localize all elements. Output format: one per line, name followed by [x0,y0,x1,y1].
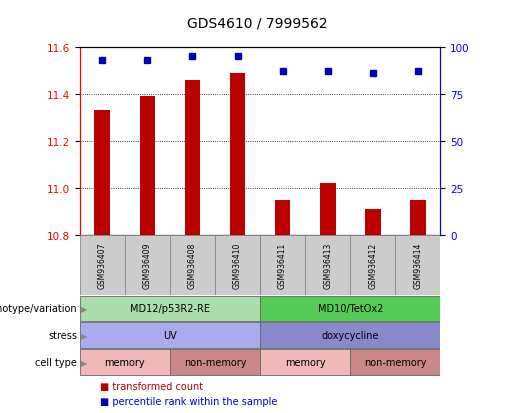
Bar [80,235,125,295]
Text: GSM936411: GSM936411 [278,242,287,288]
Bar [260,235,305,295]
Text: UV: UV [163,330,177,341]
Text: cell type: cell type [36,357,77,368]
Text: GDS4610 / 7999562: GDS4610 / 7999562 [187,17,328,31]
Text: GSM936408: GSM936408 [188,242,197,289]
Bar [260,323,440,349]
Bar [320,184,336,235]
Text: GSM936410: GSM936410 [233,242,242,289]
Text: GSM936407: GSM936407 [98,242,107,289]
Text: memory: memory [105,357,145,368]
Bar [140,97,156,235]
Bar [350,235,396,295]
Text: GSM936414: GSM936414 [414,242,422,289]
Bar [410,200,426,235]
Text: ■ percentile rank within the sample: ■ percentile rank within the sample [100,396,278,406]
Text: non-memory: non-memory [364,357,426,368]
Bar [260,296,440,322]
Bar [170,235,215,295]
Text: memory: memory [285,357,325,368]
Text: ▶: ▶ [81,331,88,340]
Bar [170,349,260,375]
Bar [80,323,260,349]
Bar [184,81,200,235]
Bar [230,74,246,235]
Text: MD12/p53R2-RE: MD12/p53R2-RE [130,304,210,314]
Bar [215,235,260,295]
Text: doxycycline: doxycycline [321,330,379,341]
Bar [125,235,170,295]
Text: ▶: ▶ [81,358,88,367]
Text: GSM936409: GSM936409 [143,242,152,289]
Bar [350,349,440,375]
Bar [365,209,381,235]
Bar [94,111,110,235]
Bar [80,349,170,375]
Text: genotype/variation: genotype/variation [0,304,77,314]
Bar [274,200,290,235]
Text: GSM936413: GSM936413 [323,242,332,289]
Text: ■ transformed count: ■ transformed count [100,381,203,391]
Bar [396,235,440,295]
Bar [305,235,350,295]
Bar [80,296,260,322]
Text: stress: stress [48,330,77,341]
Bar [260,349,350,375]
Text: ▶: ▶ [81,304,88,313]
Text: non-memory: non-memory [184,357,246,368]
Text: MD10/TetOx2: MD10/TetOx2 [318,304,383,314]
Text: GSM936412: GSM936412 [368,242,377,288]
